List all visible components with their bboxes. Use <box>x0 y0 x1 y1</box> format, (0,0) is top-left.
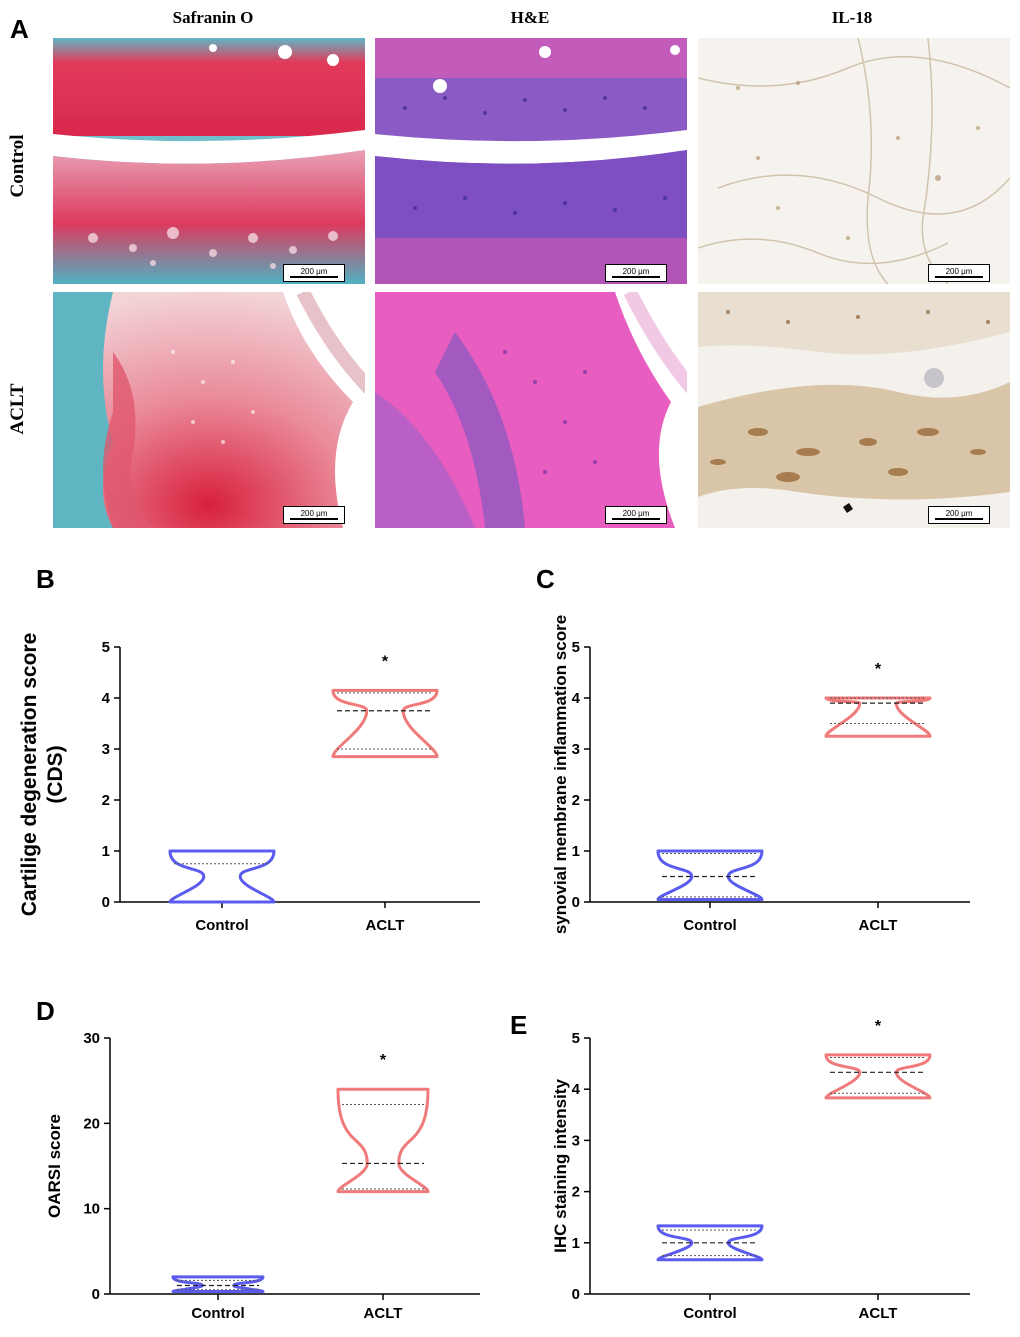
y-tick-label: 4 <box>572 1081 581 1098</box>
scale-bar: 200 μm <box>605 264 667 282</box>
micrograph-aclt-safranin-o: 200 μm <box>53 292 365 528</box>
y-tick-label: 2 <box>572 1184 580 1201</box>
y-tick-label: 1 <box>102 843 110 860</box>
panel-letter: C <box>536 564 555 594</box>
violin-aclt <box>336 1087 430 1194</box>
y-tick-label: 1 <box>572 843 580 860</box>
y-axis-label: OARSI score <box>45 1114 64 1218</box>
row-header-control: Control <box>7 134 28 198</box>
violin-control <box>168 849 276 904</box>
scale-bar: 200 μm <box>928 264 990 282</box>
panel-letter: B <box>36 564 55 594</box>
violin-aclt <box>824 1053 932 1100</box>
x-tick-label: Control <box>683 917 736 934</box>
column-header-safranin-o: Safranin O <box>172 8 254 27</box>
violin-control <box>171 1275 265 1293</box>
row-header-aclt: ACLT <box>7 383 28 435</box>
y-tick-label: 10 <box>83 1201 100 1218</box>
y-axis-label: synovial membrane inflammation score <box>551 615 570 934</box>
x-tick-label: ACLT <box>364 1305 403 1322</box>
violin-aclt <box>331 688 439 759</box>
y-tick-label: 1 <box>572 1235 580 1252</box>
significance-marker: * <box>382 653 389 670</box>
y-tick-label: 4 <box>572 690 581 707</box>
violin-control <box>656 849 764 901</box>
scale-bar: 200 μm <box>605 506 667 524</box>
y-axis-label: Cartilige degeneration score (CDS) <box>18 633 67 917</box>
column-header-il18: IL-18 <box>831 8 873 27</box>
y-tick-label: 5 <box>572 1030 580 1047</box>
y-tick-label: 2 <box>102 792 110 809</box>
x-tick-label: ACLT <box>859 917 898 934</box>
micrograph-control-il18: 200 μm <box>698 38 1010 284</box>
panel-letter: D <box>36 996 55 1026</box>
scale-bar: 200 μm <box>283 264 345 282</box>
column-header-he: H&E <box>510 8 550 27</box>
x-tick-label: Control <box>195 917 248 934</box>
y-tick-label: 30 <box>83 1030 100 1047</box>
y-tick-label: 0 <box>92 1286 100 1303</box>
micrograph-control-he: 200 μm <box>375 38 687 284</box>
y-tick-label: 3 <box>572 1132 580 1149</box>
significance-marker: * <box>875 661 882 678</box>
panel-letter: E <box>510 1010 527 1040</box>
significance-marker: * <box>875 1018 882 1035</box>
x-tick-label: Control <box>683 1305 736 1322</box>
x-tick-label: ACLT <box>859 1305 898 1322</box>
y-axis-label: IHC staining intensity <box>551 1079 570 1253</box>
violin-control <box>656 1224 764 1262</box>
scale-bar: 200 μm <box>928 506 990 524</box>
y-tick-label: 4 <box>102 690 111 707</box>
y-tick-label: 5 <box>572 639 580 656</box>
y-tick-label: 2 <box>572 792 580 809</box>
y-tick-label: 3 <box>572 741 580 758</box>
x-tick-label: Control <box>191 1305 244 1322</box>
chart-panel-e: E 0 1 2 3 4 5 IHC staining intensity Control ACLT… <box>500 990 1020 1332</box>
y-tick-label: 20 <box>83 1115 100 1132</box>
micrograph-control-safranin-o: 200 μm <box>53 38 365 284</box>
y-tick-label: 5 <box>102 639 110 656</box>
x-tick-label: ACLT <box>366 917 405 934</box>
significance-marker: * <box>380 1052 387 1069</box>
panel-a-letter: A <box>10 14 29 44</box>
chart-panel-b: B 0 1 2 3 4 5 Cartilige degeneration score (CDS)… <box>0 550 500 950</box>
micrograph-aclt-il18: 200 μm <box>698 292 1010 528</box>
violin-aclt <box>824 696 932 738</box>
y-tick-label: 3 <box>102 741 110 758</box>
y-tick-label: 0 <box>102 894 110 911</box>
scale-bar: 200 μm <box>283 506 345 524</box>
y-tick-label: 0 <box>572 1286 580 1303</box>
y-tick-label: 0 <box>572 894 580 911</box>
chart-panel-c: C 0 1 2 3 4 5 synovial membrane inflammation sc… <box>500 550 1020 980</box>
micrograph-aclt-he: 200 μm <box>375 292 687 528</box>
chart-panel-d: D 0 10 20 30 OARSI score Control ACLT * <box>0 990 500 1332</box>
